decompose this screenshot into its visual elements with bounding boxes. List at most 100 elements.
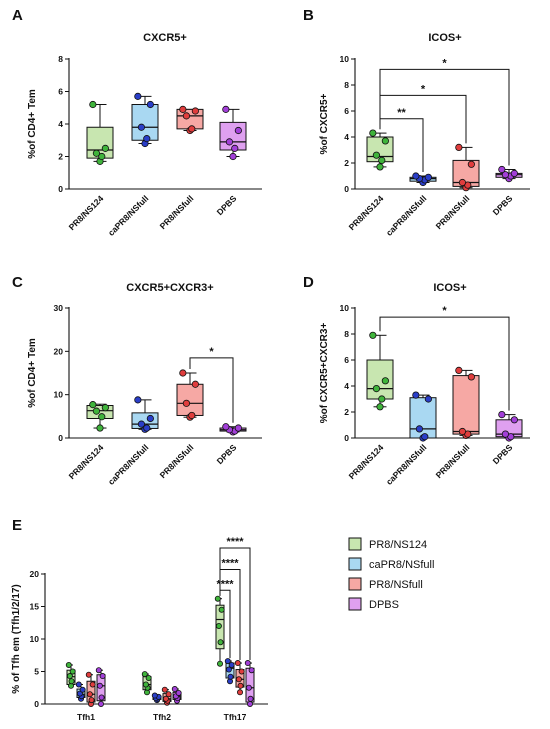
box-2-box <box>452 375 480 435</box>
box-1-0-point <box>141 671 148 678</box>
box-2-point <box>467 160 475 168</box>
y-tick-label: 10 <box>30 634 40 644</box>
box-2-point <box>458 178 467 187</box>
legend-swatch <box>348 557 362 571</box>
box-0-0-point <box>66 673 73 680</box>
box-0-point <box>89 100 97 109</box>
y-axis-label: %of CXCR5+CXCR3+ <box>319 323 330 424</box>
box-1-0-point <box>145 675 152 682</box>
significance-bracket <box>189 357 234 423</box>
box-0-point <box>372 151 381 159</box>
box-2-2-point <box>235 676 242 683</box>
significance-label: * <box>421 83 426 95</box>
y-tick-label: 2 <box>344 158 349 168</box>
box-3-point <box>498 165 506 174</box>
box-3-point <box>222 105 230 113</box>
box-1-box <box>131 104 159 141</box>
box-3-point <box>498 410 506 419</box>
box-2-point <box>188 125 196 133</box>
box-1-3-point <box>175 689 182 696</box>
box-2-1-point <box>227 673 234 680</box>
box-2-2-point <box>234 660 241 667</box>
x-category-label: caPR8/NSfull <box>384 193 428 237</box>
box-2-point <box>179 369 187 377</box>
box-2-0-point <box>215 623 222 630</box>
box-1-point <box>134 92 142 100</box>
legend-label: PR8/NS124 <box>369 539 427 551</box>
box-2-point <box>179 105 187 113</box>
y-tick-label: 0 <box>344 433 349 443</box>
box-1-point <box>421 433 429 441</box>
panel-letter: B <box>303 7 314 24</box>
y-tick-label: 4 <box>344 381 349 391</box>
box-1-point <box>146 414 154 423</box>
panel-title: ICOS+ <box>433 282 466 294</box>
box-2-0-point <box>214 595 221 602</box>
box-2-point <box>191 380 199 388</box>
box-0-0-point <box>69 668 76 675</box>
y-tick-label: 0 <box>344 184 349 194</box>
box-2-2-point <box>238 668 245 675</box>
y-tick-label: 5 <box>34 667 39 677</box>
y-axis-label: %of CD4+ Tem <box>27 338 38 408</box>
box-0-3-point <box>98 701 105 708</box>
legend: PR8/NS124 caPR8/NSfull PR8/NSfull DPBS <box>348 537 434 611</box>
box-2-0-point <box>217 639 224 646</box>
significance-label: **** <box>221 557 239 569</box>
box-3-point <box>231 144 239 152</box>
x-category-label: PR8/NS124 <box>67 193 106 232</box>
panel-c: 0 10 20 30 %of CD4+ Tem C CXCR5+CXCR3+ PR8/NS12… <box>12 274 262 487</box>
box-1-point <box>146 100 154 109</box>
y-tick-label: 20 <box>30 569 40 579</box>
box-0-point <box>101 404 109 412</box>
panel-b: 0 2 4 6 8 10 %of CXCR5+ B ICOS+ PR8/NS124caPR8/NS… <box>303 7 530 238</box>
y-tick-label: 6 <box>344 106 349 116</box>
box-0-point <box>101 144 109 152</box>
x-category-label: PR8/NS124 <box>67 442 106 481</box>
box-1-point <box>137 420 146 428</box>
box-0-point <box>98 152 106 161</box>
x-category-label: caPR8/NSfull <box>106 442 150 486</box>
x-category-label: PR8/NSfull <box>434 193 472 231</box>
panel-letter: A <box>12 7 23 24</box>
panel-title: CXCR5+CXCR3+ <box>126 282 213 294</box>
box-2-point <box>455 366 463 374</box>
y-tick-label: 20 <box>54 346 64 356</box>
legend-swatch <box>348 537 362 551</box>
box-0-3-point <box>99 673 106 680</box>
box-0-0-point <box>68 678 75 685</box>
x-category-label: caPR8/NSfull <box>384 442 428 486</box>
legend-swatch <box>348 597 362 611</box>
box-1-point <box>134 396 142 404</box>
box-2-0-point <box>218 606 225 613</box>
box-2-1-point <box>225 666 232 673</box>
box-2-box <box>176 383 204 416</box>
box-3-point <box>229 152 237 161</box>
box-0-2-point <box>89 681 96 688</box>
box-3-point <box>501 430 510 438</box>
y-tick-label: 8 <box>58 54 63 64</box>
box-0-box <box>366 359 394 400</box>
y-tick-label: 6 <box>344 355 349 365</box>
significance-bracket <box>379 68 510 166</box>
box-2-point <box>182 112 191 120</box>
y-tick-label: 30 <box>54 303 64 313</box>
box-3-point <box>222 423 230 431</box>
box-0-point <box>376 403 384 411</box>
panel-a: 0 2 4 6 8 %of CD4+ Tem A CXCR5+ PR8/NS124 caPR8/N… <box>12 7 262 238</box>
box-0-point <box>381 137 389 145</box>
x-category-label: Tfh1 <box>77 712 95 722</box>
box-0-point <box>369 331 377 339</box>
x-category-label: PR8/NSfull <box>158 193 196 231</box>
box-2-1-point <box>224 658 231 665</box>
box-1-point <box>412 172 420 180</box>
significance-label: * <box>209 346 214 358</box>
x-category-label: Tfh2 <box>153 712 171 722</box>
box-2-3-point <box>244 660 251 667</box>
legend-label: caPR8/NSfull <box>369 559 434 571</box>
y-tick-label: 10 <box>54 390 64 400</box>
y-tick-label: 8 <box>344 329 349 339</box>
box-1-2-point <box>161 686 168 693</box>
box-0-0-point <box>65 662 72 669</box>
x-category-label: DPBS <box>215 442 239 466</box>
